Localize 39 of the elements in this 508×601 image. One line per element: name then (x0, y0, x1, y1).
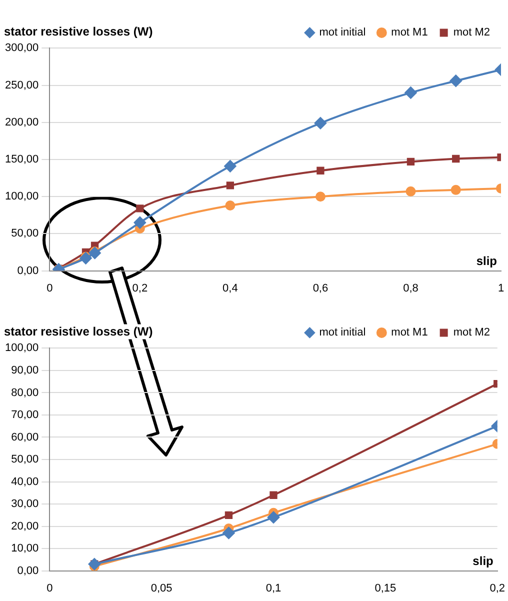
x-tick-label: 0,2 (132, 282, 148, 294)
legend-label: mot initial (319, 26, 366, 39)
y-tick-label: 100,00 (4, 342, 39, 354)
y-axis-title: stator resistive losses (W) (4, 24, 153, 39)
x-tick-label: 0,4 (222, 282, 238, 294)
legend-label: mot initial (319, 326, 366, 339)
y-tick-label: 50,00 (11, 454, 39, 466)
y-tick-label: 50,00 (11, 228, 39, 240)
y-tick-label: 150,00 (4, 154, 39, 166)
y-tick-label: 10,00 (11, 542, 39, 555)
legend-label: mot M2 (453, 326, 490, 339)
x-tick-label: 0,15 (374, 582, 396, 594)
x-tick-label: 1 (498, 282, 504, 294)
x-tick-label: 0,2 (490, 582, 506, 594)
legend-label: mot M1 (391, 326, 428, 339)
y-tick-label: 20,00 (11, 520, 39, 532)
y-tick-label: 40,00 (11, 476, 39, 488)
y-tick-label: 60,00 (11, 431, 39, 444)
y-tick-label: 0,00 (17, 564, 39, 577)
x-axis-title: slip (472, 554, 494, 568)
x-axis-title: slip (476, 254, 497, 268)
legend-label: mot M1 (391, 26, 428, 39)
x-tick-label: 0,1 (266, 582, 282, 594)
legend-label: mot M2 (453, 26, 490, 39)
x-tick-label: 0,6 (312, 282, 328, 294)
y-tick-label: 90,00 (11, 364, 39, 376)
x-tick-label: 0 (46, 282, 53, 294)
x-tick-label: 0,8 (403, 282, 418, 294)
y-tick-label: 300,00 (4, 42, 39, 54)
y-tick-label: 70,00 (11, 409, 39, 422)
y-tick-label: 200,00 (4, 116, 39, 128)
y-axis-title: stator resistive losses (W) (4, 324, 153, 339)
y-tick-label: 80,00 (11, 386, 39, 399)
y-tick-label: 250,00 (4, 79, 39, 92)
x-tick-label: 0 (46, 582, 53, 594)
y-tick-label: 0,00 (17, 264, 39, 277)
x-tick-label: 0,05 (150, 582, 172, 594)
y-tick-label: 30,00 (11, 498, 39, 510)
y-tick-label: 100,00 (4, 190, 39, 203)
